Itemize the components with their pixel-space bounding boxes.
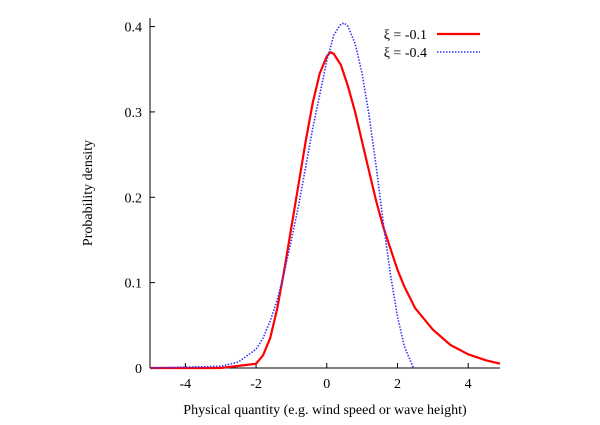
legend: ξ = -0.1 ξ = -0.4 bbox=[384, 28, 480, 61]
y-tick-label: 0.2 bbox=[125, 191, 143, 206]
y-tick-label: 0 bbox=[135, 362, 142, 377]
series-line-2 bbox=[149, 22, 415, 369]
x-axis-label: Physical quantity (e.g. wind speed or wa… bbox=[183, 403, 467, 418]
legend-label: ξ = -0.1 bbox=[384, 28, 427, 43]
x-tick-label: 2 bbox=[394, 377, 401, 392]
legend-label: ξ = -0.4 bbox=[384, 46, 427, 61]
series-line-1 bbox=[150, 50, 501, 370]
x-tick-label: 0 bbox=[323, 377, 330, 392]
axis-ticks: -4 -2 0 2 4 0 0.1 0.2 0.3 0.4 bbox=[125, 21, 472, 392]
y-tick-label: 0.4 bbox=[125, 21, 143, 36]
y-tick-label: 0.1 bbox=[125, 277, 143, 292]
x-tick-label: 4 bbox=[465, 377, 472, 392]
x-tick-label: -4 bbox=[180, 377, 192, 392]
x-tick-label: -2 bbox=[250, 377, 262, 392]
series-lines bbox=[149, 22, 501, 370]
y-axis-label: Probability density bbox=[81, 140, 96, 246]
y-tick-label: 0.3 bbox=[125, 106, 143, 121]
